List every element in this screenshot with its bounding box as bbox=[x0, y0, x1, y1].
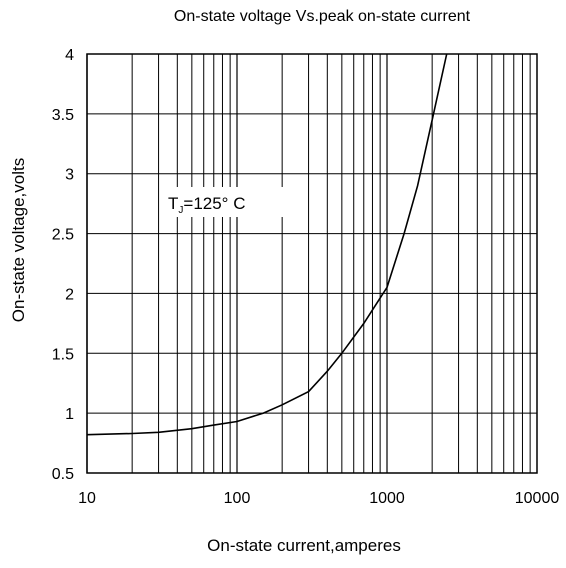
x-tick-label: 100 bbox=[224, 490, 251, 507]
series-line bbox=[86, 53, 448, 436]
grid-lines bbox=[86, 53, 537, 474]
plot-frame bbox=[86, 53, 538, 474]
x-axis-title: On-state current,amperes bbox=[207, 536, 401, 555]
annotation-box bbox=[164, 187, 284, 217]
y-tick-label: 2 bbox=[65, 286, 74, 303]
y-tick-label: 2.5 bbox=[52, 227, 74, 244]
y-tick-labels: 0.5 1 1.5 2 2.5 3 3.5 4 bbox=[52, 47, 74, 483]
y-tick-label: 0.5 bbox=[52, 466, 74, 483]
x-tick-label: 1000 bbox=[369, 490, 405, 507]
x-tick-labels: 10 100 1000 10000 bbox=[78, 490, 559, 507]
y-tick-label: 1.5 bbox=[52, 346, 74, 363]
chart-title: On-state voltage Vs.peak on-state curren… bbox=[174, 8, 471, 25]
temperature-annotation: TJ=125° C bbox=[164, 187, 284, 217]
y-tick-label: 3 bbox=[65, 167, 74, 184]
y-axis-title: On-state voltage,volts bbox=[9, 158, 28, 322]
x-tick-label: 10000 bbox=[515, 490, 560, 507]
y-tick-label: 4 bbox=[65, 47, 74, 64]
annotation-text: TJ=125° C bbox=[168, 194, 245, 216]
y-tick-label: 1 bbox=[65, 406, 74, 423]
y-tick-label: 3.5 bbox=[52, 107, 74, 124]
x-tick-label: 10 bbox=[78, 490, 96, 507]
